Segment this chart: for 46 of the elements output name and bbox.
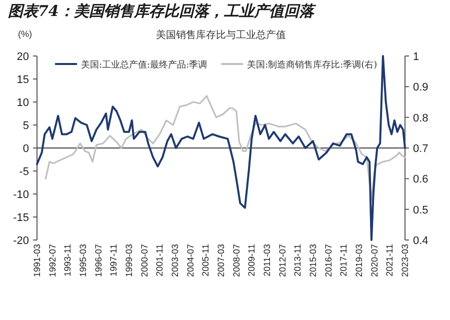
x-tick-label: 2012-07 (277, 244, 288, 278)
y2-tick-label: 0.9 (413, 82, 428, 94)
y-tick-label: -20 (13, 235, 29, 247)
y-axis-title: (%) (18, 29, 32, 39)
x-tick-label: 2007-03 (216, 244, 226, 278)
x-tick-label: 2021-11 (384, 244, 395, 276)
y-tick-label: 0 (22, 143, 29, 155)
x-tick-label: 2005-11 (200, 244, 211, 276)
x-tick-label: 2017-11 (338, 244, 349, 276)
y-tick-label: -15 (13, 212, 29, 224)
legend-label: 美国:工业总产值:最终产品:季调 (81, 60, 208, 70)
x-tick-label: 2003-03 (170, 244, 180, 278)
x-tick-label: 2011-03 (262, 244, 272, 276)
y-tick-label: 5 (22, 120, 29, 132)
y-tick-label: -5 (19, 166, 29, 178)
x-tick-label: 1991-03 (32, 244, 42, 278)
x-tick-label: 1995-03 (78, 244, 88, 278)
x-tick-label: 2000-07 (139, 244, 150, 278)
x-tick-label: 2019-03 (354, 244, 364, 278)
y2-tick-label: 0.8 (413, 112, 428, 124)
y-tick-label: -10 (13, 189, 29, 201)
y2-tick-label: 0.5 (413, 204, 428, 216)
x-tick-label: 2004-07 (185, 244, 196, 278)
y-tick-label: 20 (16, 51, 29, 63)
x-tick-label: 2008-07 (231, 244, 242, 278)
y2-tick-label: 1 (413, 51, 420, 63)
x-tick-label: 2015-03 (308, 244, 318, 278)
chart-subtitle: 美国销售库存比与工业总产值 (156, 29, 286, 41)
x-tick-label: 1993-11 (62, 244, 73, 276)
x-tick-label: 1992-07 (47, 244, 58, 278)
y2-tick-label: 0.6 (413, 174, 428, 186)
y2-tick-label: 0.7 (413, 143, 428, 155)
x-tick-label: 2020-07 (369, 244, 380, 278)
x-tick-label: 2023-03 (400, 244, 410, 278)
chart-title: 图表74：美国销售库存比回落，工业产值回落 (8, 2, 317, 20)
x-tick-label: 2013-11 (292, 244, 303, 276)
x-tick-label: 1996-07 (93, 244, 104, 278)
x-tick-label: 2009-11 (246, 244, 257, 276)
x-tick-label: 1999-03 (124, 244, 134, 278)
legend-label: 美国:制造商销售库存比:季调(右) (247, 60, 378, 70)
x-tick-label: 2016-07 (323, 244, 334, 278)
y2-tick-label: 0.4 (413, 235, 428, 247)
x-tick-label: 1997-11 (108, 244, 119, 276)
y-tick-label: 15 (16, 74, 29, 86)
x-tick-label: 2001-11 (154, 244, 165, 276)
y-tick-label: 10 (16, 97, 29, 109)
